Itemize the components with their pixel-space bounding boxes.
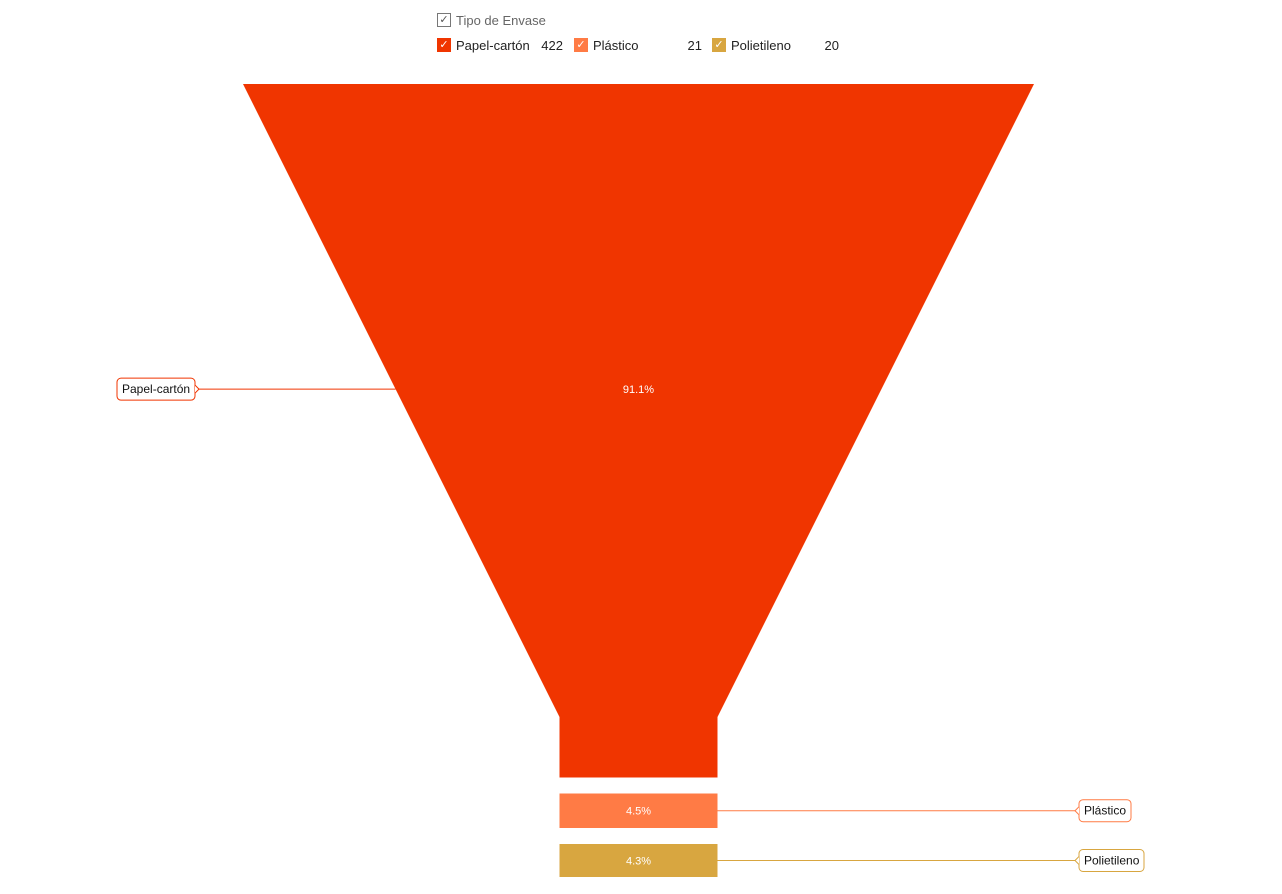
callout-label-papel-carton: Papel-cartón: [122, 382, 190, 396]
legend-value: 422: [541, 37, 563, 53]
funnel-percent-label: 91.1%: [623, 384, 654, 396]
legend-value: 20: [824, 37, 839, 53]
callout-pointer-polietileno: [1074, 856, 1080, 865]
legend-label: Plástico: [593, 37, 639, 53]
funnel-segment-polietileno[interactable]: [559, 844, 718, 877]
funnel-segment-plastico[interactable]: [559, 793, 718, 828]
legend-label: Polietileno: [731, 37, 791, 53]
legend-checkbox-icon[interactable]: ✓: [574, 38, 588, 52]
legend-checkbox-icon[interactable]: ✓: [437, 38, 451, 52]
legend-item-polietileno[interactable]: ✓ Polietileno 20: [712, 38, 839, 53]
legend-title-checkbox-icon[interactable]: ✓: [437, 13, 451, 27]
legend-title-row[interactable]: ✓ Tipo de Envase: [437, 11, 839, 29]
legend-checkbox-icon[interactable]: ✓: [712, 38, 726, 52]
callout-label-polietileno: Polietileno: [1084, 854, 1140, 868]
funnel-percent-label: 4.5%: [626, 806, 651, 818]
funnel-percent-label: 4.3%: [626, 856, 651, 868]
legend-items: ✓ Papel-cartón 422 ✓ Plástico 21 ✓ Polie…: [437, 36, 839, 54]
funnel-segment-papel-carton[interactable]: [243, 84, 1034, 778]
legend-label: Papel-cartón: [456, 37, 530, 53]
legend: ✓ Tipo de Envase ✓ Papel-cartón 422 ✓ Pl…: [437, 11, 839, 54]
legend-item-papel-carton[interactable]: ✓ Papel-cartón 422: [437, 38, 574, 53]
legend-title: Tipo de Envase: [456, 12, 546, 28]
legend-value: 21: [687, 37, 702, 53]
legend-item-plastico[interactable]: ✓ Plástico 21: [574, 38, 712, 53]
callout-pointer-plastico: [1074, 806, 1080, 816]
callout-label-plastico: Plástico: [1084, 804, 1126, 818]
callout-pointer-papel-carton: [194, 384, 200, 394]
